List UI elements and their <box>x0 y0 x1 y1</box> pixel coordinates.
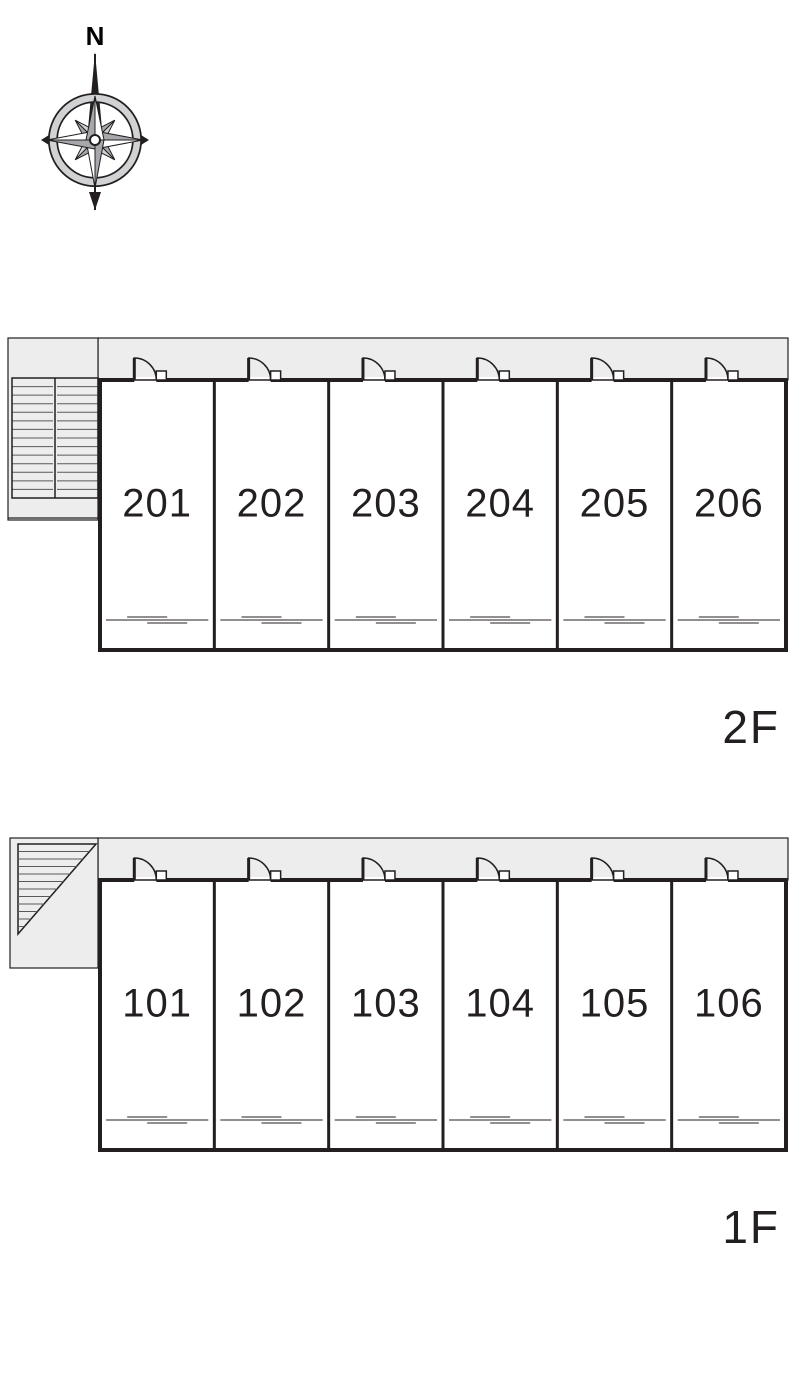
compass: N <box>30 20 160 220</box>
unit-label: 102 <box>237 982 307 1026</box>
unit-label: 104 <box>465 982 535 1026</box>
unit-label: 206 <box>694 482 764 526</box>
unit-label: 205 <box>580 482 650 526</box>
unit-label: 202 <box>237 482 307 526</box>
floor-label-1f: 1F <box>722 1200 780 1254</box>
compass-svg: N <box>30 20 160 220</box>
floor-2f: 201 202 203 204 205 206 <box>0 330 800 750</box>
unit-label: 204 <box>465 482 535 526</box>
floorplan-1f: 101 102 103 104 105 106 <box>0 830 790 1180</box>
compass-label: N <box>86 21 105 51</box>
page: N 201202203204205206 2F 1011021031041051… <box>0 0 800 1373</box>
floorplan-2f: 201 202 203 204 205 206 <box>0 330 790 680</box>
unit-label: 203 <box>351 482 421 526</box>
floor-1f: 101 102 103 104 105 106 <box>0 830 800 1250</box>
unit-label: 101 <box>122 982 192 1026</box>
unit-label: 103 <box>351 982 421 1026</box>
unit-label: 201 <box>122 482 192 526</box>
unit-label: 106 <box>694 982 764 1026</box>
unit-label: 105 <box>580 982 650 1026</box>
floor-label-2f: 2F <box>722 700 780 754</box>
